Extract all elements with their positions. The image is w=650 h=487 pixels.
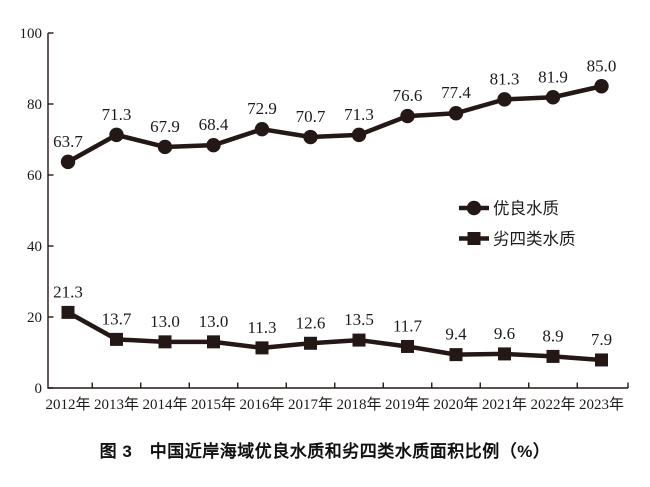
x-category-label: 2014年	[142, 396, 187, 413]
x-category-label: 2013年	[94, 396, 139, 413]
data-value-label: 76.6	[393, 86, 423, 105]
x-category-label: 2019年	[385, 396, 430, 413]
data-point-square	[449, 348, 463, 362]
data-point-circle	[254, 122, 270, 137]
data-point-circle	[545, 90, 561, 105]
data-value-label: 81.3	[490, 69, 520, 88]
data-point-circle	[303, 129, 318, 145]
x-category-label: 2022年	[530, 396, 575, 413]
data-value-label: 63.7	[53, 132, 83, 151]
data-value-label: 67.9	[150, 117, 180, 136]
legend-square-marker	[467, 232, 481, 245]
data-point-square	[158, 335, 172, 349]
data-value-label: 12.6	[296, 313, 326, 332]
data-value-label: 68.4	[199, 115, 229, 134]
data-value-label: 71.3	[102, 105, 132, 124]
data-point-circle	[497, 92, 512, 107]
data-point-square	[61, 305, 75, 319]
data-point-square	[546, 349, 560, 363]
x-category-label: 2016年	[239, 396, 284, 413]
data-point-circle	[109, 127, 124, 143]
data-value-label: 8.9	[542, 326, 563, 345]
data-value-label: 70.7	[296, 107, 326, 126]
legend-circle-marker	[466, 200, 482, 216]
data-point-square	[595, 353, 608, 367]
data-point-square	[352, 333, 366, 347]
y-tick-label: 80	[27, 97, 42, 113]
data-value-label: 11.7	[393, 316, 423, 335]
y-tick-label: 40	[27, 239, 42, 255]
data-point-square	[110, 332, 123, 346]
data-value-label: 13.0	[199, 312, 229, 331]
data-value-label: 72.9	[247, 99, 277, 118]
series-line	[66, 310, 602, 363]
data-value-label: 77.4	[441, 83, 471, 102]
data-point-circle	[400, 108, 415, 124]
data-value-label: 21.3	[53, 282, 83, 301]
data-point-circle	[594, 79, 609, 94]
data-value-label: 81.9	[538, 67, 568, 86]
x-category-label: 2018年	[336, 396, 381, 413]
data-value-label: 9.4	[445, 325, 467, 344]
data-point-square	[498, 347, 511, 361]
x-category-label: 2015年	[191, 396, 236, 413]
data-point-circle	[157, 139, 173, 155]
y-tick-label: 100	[20, 26, 43, 42]
x-category-label: 2017年	[288, 396, 333, 413]
x-category-label: 2020年	[433, 396, 478, 413]
data-point-circle	[448, 106, 464, 121]
data-point-square	[304, 336, 317, 350]
legend-label: 优良水质	[493, 199, 559, 218]
data-value-label: 7.9	[591, 330, 612, 349]
data-value-label: 13.5	[344, 310, 374, 329]
data-value-label: 71.3	[344, 105, 374, 124]
x-category-label: 2012年	[45, 396, 90, 413]
data-point-square	[207, 335, 220, 349]
x-category-label: 2023年	[579, 396, 624, 413]
x-category-label: 2021年	[482, 396, 527, 413]
series-line	[66, 84, 602, 164]
figure-caption: 图 3 中国近岸海域优良水质和劣四类水质面积比例（%）	[99, 442, 551, 461]
data-value-label: 11.3	[247, 318, 276, 337]
legend-label: 劣四类水质	[493, 230, 576, 249]
data-value-label: 85.0	[587, 56, 617, 75]
data-point-square	[401, 339, 414, 353]
data-point-square	[255, 341, 269, 355]
y-tick-label: 20	[27, 310, 42, 326]
y-tick-label: 60	[27, 168, 42, 184]
data-value-label: 13.7	[102, 309, 132, 328]
data-point-circle	[206, 137, 221, 153]
data-value-label: 9.6	[494, 324, 515, 343]
data-point-circle	[351, 127, 367, 143]
data-point-circle	[60, 154, 76, 170]
data-value-label: 13.0	[150, 312, 180, 331]
y-tick-label: 0	[35, 381, 43, 397]
